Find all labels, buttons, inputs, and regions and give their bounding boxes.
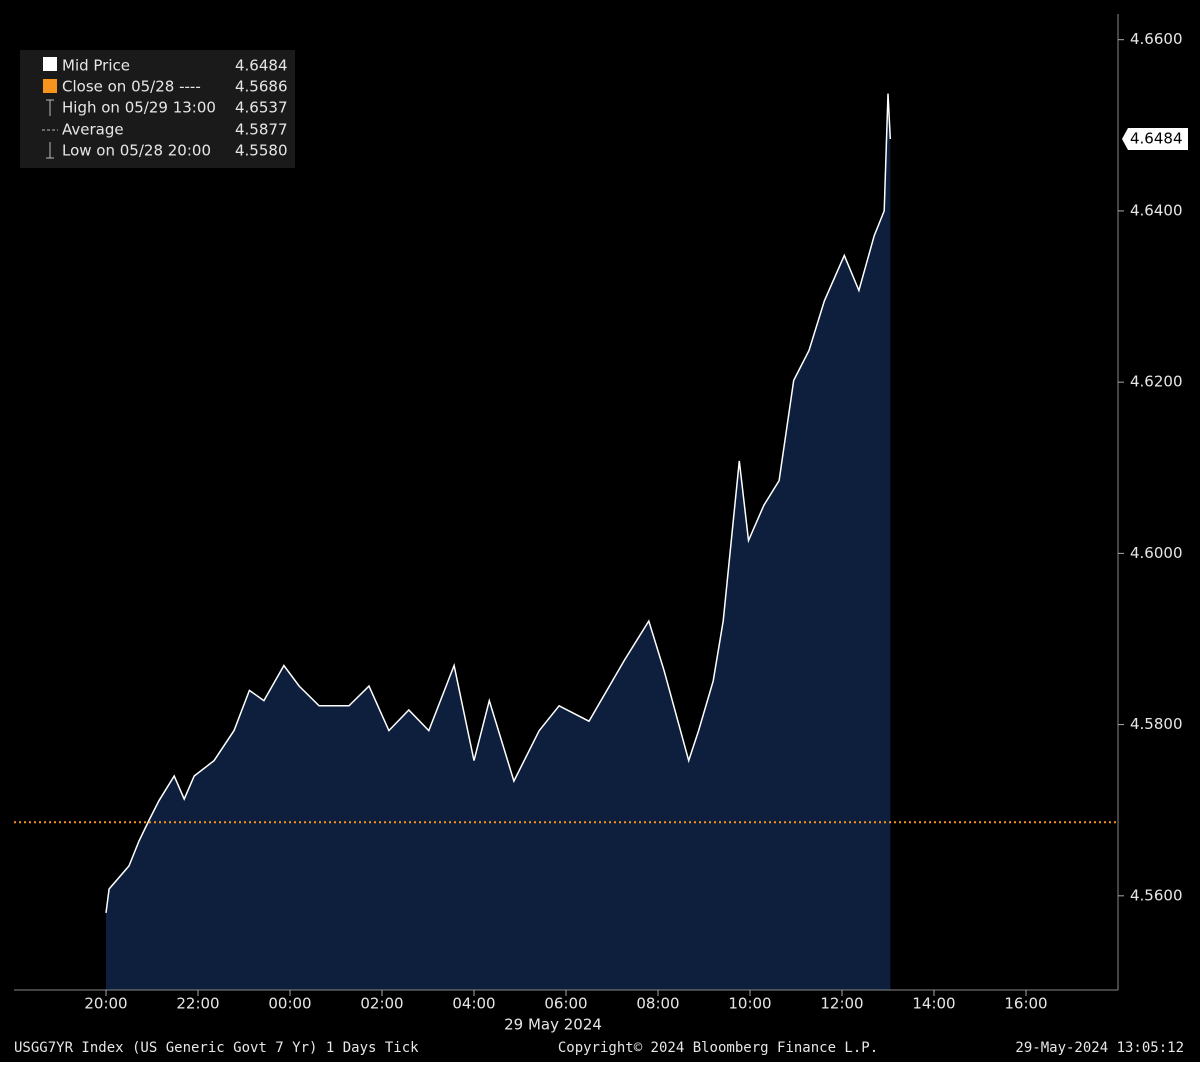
x-tick-label: 12:00 <box>820 995 863 1013</box>
legend-label: Average <box>62 121 124 139</box>
footer-center: Copyright© 2024 Bloomberg Finance L.P. <box>558 1040 878 1056</box>
legend-value: 4.6484 <box>235 57 288 75</box>
x-tick-label: 00:00 <box>268 995 311 1013</box>
x-tick-label: 06:00 <box>544 995 587 1013</box>
y-tick-label: 4.6000 <box>1130 544 1183 562</box>
last-price-tag <box>1122 127 1188 150</box>
x-tick-label: 16:00 <box>1004 995 1047 1013</box>
last-price-label: 4.6484 <box>1130 129 1183 147</box>
footer-left: USGG7YR Index (US Generic Govt 7 Yr) 1 D… <box>14 1040 419 1056</box>
legend-swatch <box>43 79 57 93</box>
legend-value: 4.5580 <box>235 142 288 160</box>
y-tick-label: 4.6400 <box>1130 201 1183 219</box>
legend-icon <box>46 99 54 116</box>
legend-label: High on 05/29 13:00 <box>62 99 216 117</box>
legend-box <box>20 50 295 168</box>
date-label: 29 May 2024 <box>504 1016 602 1034</box>
x-tick-label: 20:00 <box>84 995 127 1013</box>
legend-icon <box>46 142 54 159</box>
footer-right: 29-May-2024 13:05:12 <box>1015 1040 1184 1056</box>
plot-area <box>105 93 892 991</box>
legend-label: Close on 05/28 ---- <box>62 78 201 96</box>
legend-label: Low on 05/28 20:00 <box>62 142 211 160</box>
legend-value: 4.5877 <box>235 121 288 139</box>
y-tick-label: 4.6600 <box>1130 30 1183 48</box>
y-tick-label: 4.5600 <box>1130 886 1183 904</box>
area <box>106 93 891 991</box>
legend-value: 4.6537 <box>235 99 288 117</box>
legend-label: Mid Price <box>62 57 130 75</box>
x-tick-label: 04:00 <box>452 995 495 1013</box>
x-tick-label: 14:00 <box>912 995 955 1013</box>
x-tick-label: 10:00 <box>728 995 771 1013</box>
x-tick-label: 08:00 <box>636 995 679 1013</box>
legend-swatch <box>43 57 57 71</box>
y-tick-label: 4.6200 <box>1130 373 1183 391</box>
x-tick-label: 02:00 <box>360 995 403 1013</box>
legend-value: 4.5686 <box>235 78 288 96</box>
price-line <box>105 93 892 913</box>
x-tick-label: 22:00 <box>176 995 219 1013</box>
y-tick-label: 4.5800 <box>1130 715 1183 733</box>
